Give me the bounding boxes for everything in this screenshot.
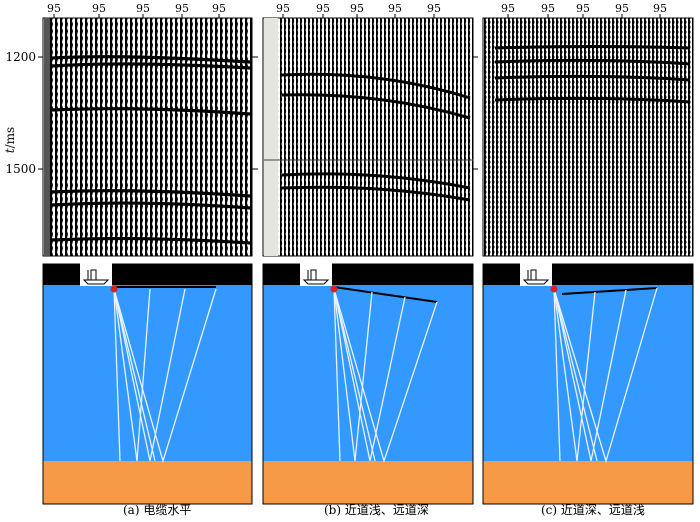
- trace-label: 95: [653, 2, 667, 15]
- air-band: [483, 264, 693, 285]
- caption-a: (a) 电缆水平: [123, 503, 192, 517]
- caption-c: (c) 近道深、远道浅: [541, 503, 645, 517]
- seismic-panel-c: [482, 17, 694, 257]
- source-marker: [330, 285, 338, 293]
- streamer-cable: [561, 287, 658, 295]
- seabed-layer: [43, 461, 252, 504]
- water-layer: [263, 264, 473, 461]
- trace-label: 95: [47, 2, 61, 15]
- trace-label: 95: [316, 2, 330, 15]
- trace-label: 95: [92, 2, 106, 15]
- y-tick-1200: 1200: [5, 50, 36, 64]
- seismic-panel-a: [42, 17, 253, 257]
- trace-label: 95: [615, 2, 629, 15]
- schematic-panel-c: [482, 262, 694, 505]
- trace-label: 95: [427, 2, 441, 15]
- trace-label: 95: [501, 2, 515, 15]
- ship-icon: [300, 262, 332, 286]
- seabed-layer: [263, 461, 473, 504]
- y-axis-label: t/ms: [3, 127, 17, 153]
- trace-ticks: [53, 14, 661, 18]
- ray-paths: [333, 288, 438, 464]
- caption-b: (b) 近道浅、远道深: [324, 503, 429, 517]
- streamer-cable: [333, 286, 438, 303]
- y-tick-1500: 1500: [5, 162, 36, 176]
- trace-label: 95: [388, 2, 402, 15]
- trace-label: 95: [136, 2, 150, 15]
- ray-paths: [553, 287, 658, 464]
- air-band: [43, 264, 252, 285]
- trace-label: 95: [175, 2, 189, 15]
- seismic-panel-b: [262, 17, 474, 257]
- ship-icon: [520, 262, 552, 286]
- schematic-panel-a: [42, 262, 253, 505]
- trace-label: 95: [350, 2, 364, 15]
- seabed-layer: [483, 461, 693, 504]
- schematic-panel-b: [262, 262, 474, 505]
- trace-label: 95: [576, 2, 590, 15]
- trace-labels-horizontal: 95 95 95 95 95 95 95 95 95 95 95 95 95 9…: [47, 2, 667, 15]
- ray-paths: [113, 288, 217, 464]
- y-axis: 1200 1500 t/ms: [3, 50, 478, 176]
- trace-label: 95: [276, 2, 290, 15]
- ship-icon: [80, 262, 112, 286]
- source-marker: [110, 285, 118, 293]
- air-band: [263, 264, 473, 285]
- trace-label: 95: [212, 2, 226, 15]
- source-marker: [550, 285, 558, 293]
- trace-label: 95: [541, 2, 555, 15]
